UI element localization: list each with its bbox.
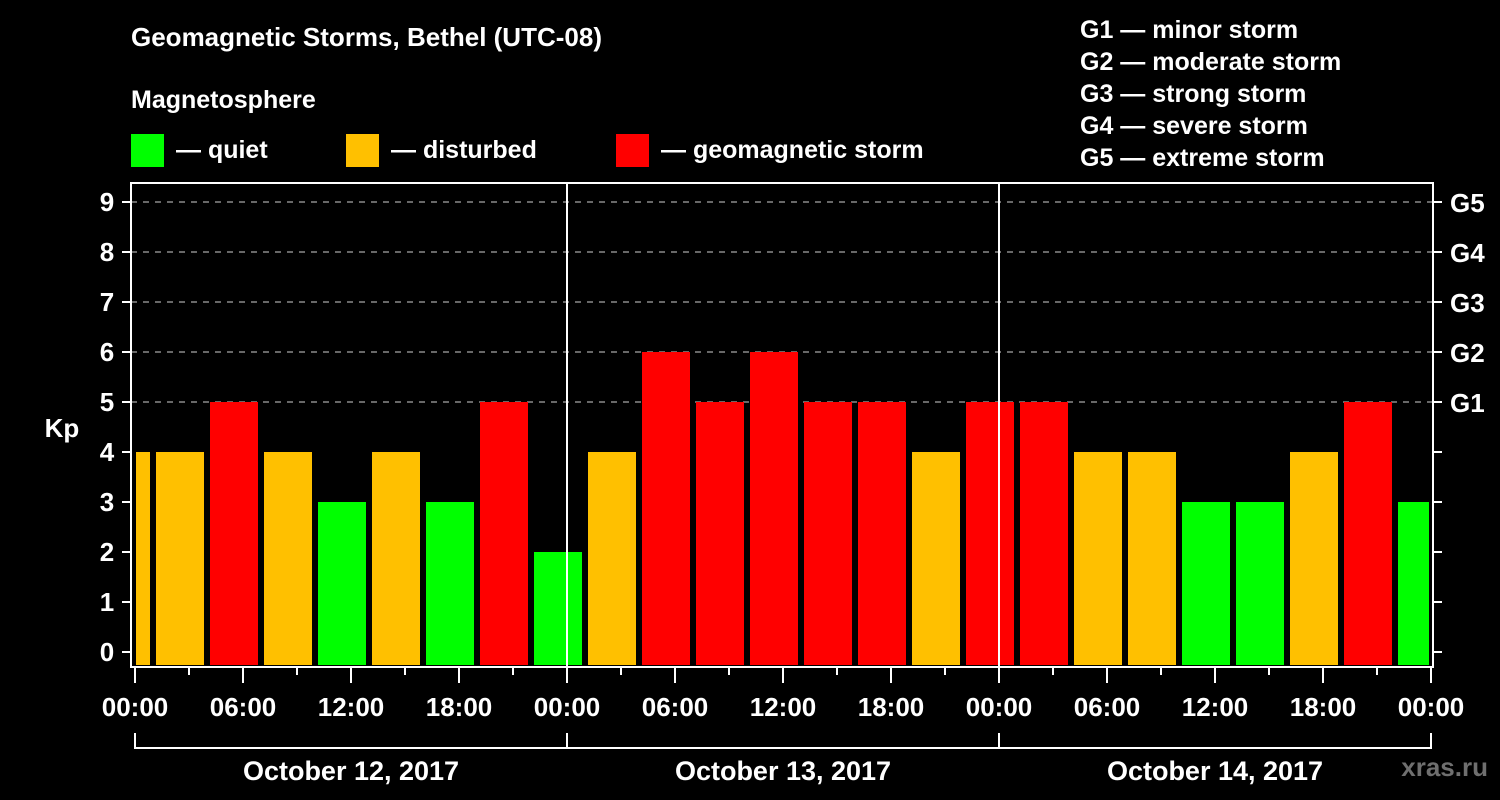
y-tick-label: 6: [100, 337, 114, 367]
kp-bar: [1128, 452, 1176, 665]
y-tick-label: 5: [100, 387, 114, 417]
kp-bar: [750, 352, 798, 665]
day-label: October 14, 2017: [1107, 756, 1323, 786]
kp-bar: [426, 502, 474, 665]
kp-bar: [1020, 402, 1068, 665]
legend-swatch-disturbed: [346, 134, 379, 167]
x-tick-label: 18:00: [858, 692, 925, 722]
kp-bar: [858, 402, 906, 665]
watermark: xras.ru: [1401, 752, 1488, 782]
y-tick-label: 4: [100, 437, 115, 467]
x-tick-label: 12:00: [1182, 692, 1249, 722]
x-tick-label: 00:00: [102, 692, 169, 722]
legend-label-storm: — geomagnetic storm: [661, 136, 924, 164]
storm-scale-list: G1 — minor storm G2 — moderate storm G3 …: [1080, 14, 1341, 174]
x-tick-label: 00:00: [966, 692, 1033, 722]
x-tick-label: 12:00: [750, 692, 817, 722]
kp-bar: [1182, 502, 1230, 665]
g-scale-label: G2: [1450, 338, 1485, 368]
kp-bar: [264, 452, 312, 665]
y-tick-label: 8: [100, 237, 114, 267]
legend-swatch-quiet: [131, 134, 164, 167]
storm-scale-g2: G2 — moderate storm: [1080, 48, 1342, 76]
legend-quiet: — quiet: [131, 134, 268, 167]
kp-bar: [804, 402, 852, 665]
y-tick-label: 0: [100, 637, 114, 667]
kp-bar: [642, 352, 690, 665]
x-tick-label: 18:00: [426, 692, 493, 722]
x-tick-label: 00:00: [1398, 692, 1465, 722]
y-tick-label: 7: [100, 287, 114, 317]
g-scale-label: G5: [1450, 188, 1485, 218]
kp-bar: [912, 452, 960, 665]
y-tick-label: 2: [100, 537, 114, 567]
storm-scale-g3: G3 — strong storm: [1080, 80, 1307, 108]
storm-scale-g4: G4 — severe storm: [1080, 112, 1308, 140]
kp-bar: [1236, 502, 1284, 665]
legend-label-quiet: — quiet: [176, 136, 268, 164]
storm-scale-g5: G5 — extreme storm: [1080, 144, 1325, 172]
day-label: October 13, 2017: [675, 756, 891, 786]
g-scale-label: G3: [1450, 288, 1485, 318]
day-label: October 12, 2017: [243, 756, 459, 786]
storm-scale-g1: G1 — minor storm: [1080, 16, 1299, 44]
kp-bar: [156, 452, 204, 665]
chart-axes: 0 1 2 3 4 5 6 7 8 9 G1 G2 G3 G4 G5 00:00 06:00 12:00 18:00…: [100, 182, 1485, 786]
legend-storm: — geomagnetic storm: [616, 134, 924, 167]
legend-disturbed: — disturbed: [346, 134, 537, 167]
x-tick-label: 18:00: [1290, 692, 1357, 722]
y-tick-label: 9: [100, 187, 114, 217]
kp-bar: [696, 402, 744, 665]
legend-label-disturbed: — disturbed: [391, 136, 537, 164]
kp-bar: [210, 402, 258, 665]
g-scale-label: G4: [1450, 238, 1485, 268]
kp-bar: [480, 402, 528, 665]
x-tick-label: 00:00: [534, 692, 601, 722]
kp-bars: [136, 352, 1429, 665]
x-tick-label: 06:00: [210, 692, 277, 722]
kp-bar: [966, 402, 1014, 665]
kp-bar: [588, 452, 636, 665]
kp-bar: [1074, 452, 1122, 665]
chart-title: Geomagnetic Storms, Bethel (UTC-08): [131, 22, 602, 52]
legend-swatch-storm: [616, 134, 649, 167]
x-tick-label: 06:00: [642, 692, 709, 722]
g-scale-label: G1: [1450, 388, 1485, 418]
kp-bar: [318, 502, 366, 665]
kp-bar: [372, 452, 420, 665]
chart-subtitle: Magnetosphere: [131, 86, 316, 114]
kp-bar: [136, 452, 150, 665]
x-tick-label: 06:00: [1074, 692, 1141, 722]
kp-bar: [1290, 452, 1338, 665]
y-tick-label: 1: [100, 587, 114, 617]
kp-bar: [1344, 402, 1392, 665]
kp-bar: [1398, 502, 1429, 665]
x-tick-label: 12:00: [318, 692, 385, 722]
kp-bar: [534, 552, 582, 665]
y-axis-label: Kp: [45, 413, 80, 443]
y-tick-label: 3: [100, 487, 114, 517]
